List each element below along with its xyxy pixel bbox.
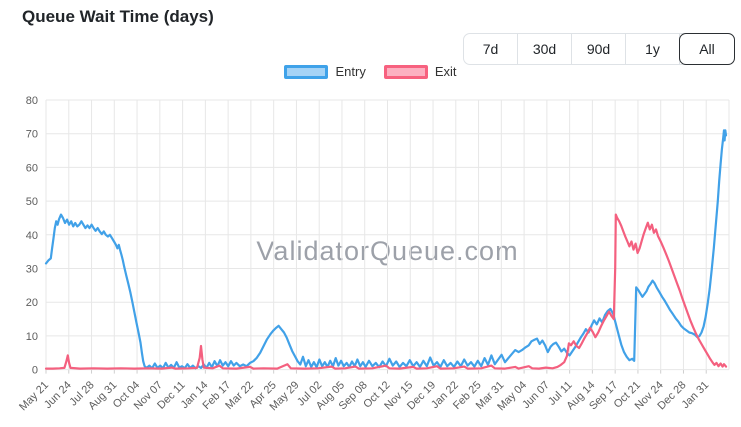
legend-swatch-entry [284,64,329,79]
legend-item-entry[interactable]: Entry [284,64,366,79]
svg-text:30: 30 [26,264,38,276]
svg-text:60: 60 [26,162,38,174]
svg-text:50: 50 [26,196,38,208]
legend-item-exit[interactable]: Exit [383,64,457,79]
svg-text:80: 80 [26,95,38,107]
legend-label: Entry [335,64,366,79]
range-button-90d[interactable]: 90d [572,34,626,64]
gridlines [45,99,730,374]
svg-text:70: 70 [26,129,38,141]
svg-text:May 21: May 21 [17,379,51,413]
y-axis-labels: 0 10 20 30 40 50 60 70 80 [26,95,38,377]
range-button-1y[interactable]: 1y [626,34,680,64]
svg-text:0: 0 [32,365,38,377]
svg-text:10: 10 [26,331,38,343]
range-button-group: 7d 30d 90d 1y All [463,33,735,65]
legend-swatch-exit [383,64,428,79]
range-button-all[interactable]: All [679,33,735,65]
svg-text:20: 20 [26,297,38,309]
exit-line [44,213,728,370]
page-title: Queue Wait Time (days) [22,7,214,26]
legend-label: Exit [434,64,457,79]
chart-legend: Entry Exit [0,64,741,79]
range-button-7d[interactable]: 7d [464,34,518,64]
entry-line [44,129,728,370]
range-button-30d[interactable]: 30d [518,34,572,64]
svg-text:40: 40 [26,230,38,242]
